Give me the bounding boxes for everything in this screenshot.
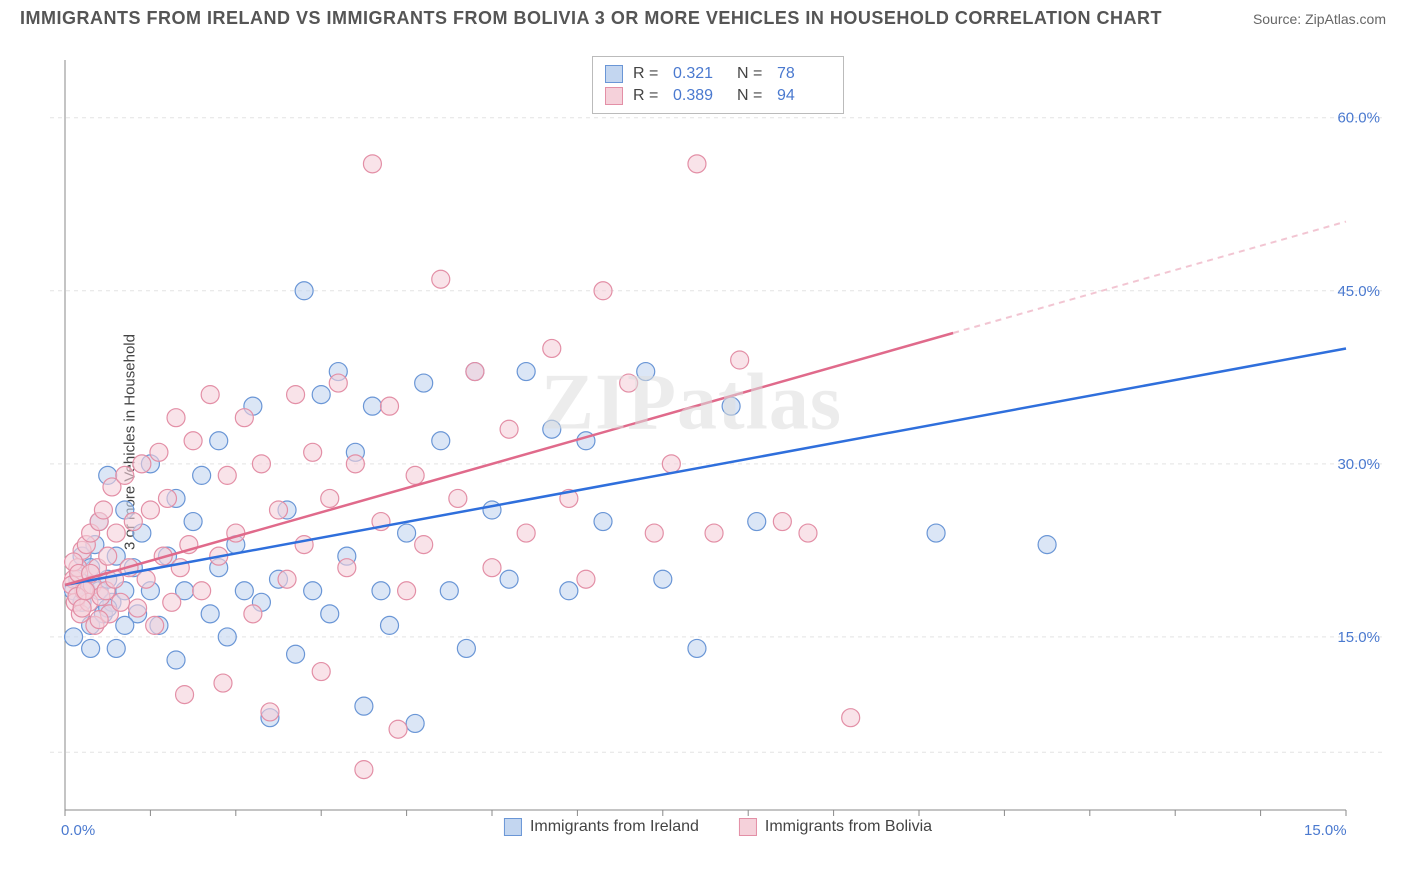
legend-item-bolivia: Immigrants from Bolivia (739, 818, 932, 836)
r-label: R = (633, 87, 663, 105)
chart-title: IMMIGRANTS FROM IRELAND VS IMMIGRANTS FR… (20, 8, 1162, 29)
r-value-bolivia: 0.389 (673, 87, 727, 105)
legend-row-ireland: R = 0.321 N = 78 (605, 63, 831, 85)
swatch-ireland (605, 65, 623, 83)
chart-header: IMMIGRANTS FROM IRELAND VS IMMIGRANTS FR… (0, 0, 1406, 31)
n-value-ireland: 78 (777, 65, 831, 83)
r-value-ireland: 0.321 (673, 65, 727, 83)
chart-container: 3 or more Vehicles in Household 15.0%30.… (50, 48, 1386, 836)
scatter-plot: 15.0% 30.0% 45.0% 60.0% (50, 48, 1386, 836)
svg-text:15.0%: 15.0% (1337, 629, 1380, 646)
x-tick-1: 15.0% (1304, 822, 1347, 839)
n-label: N = (737, 65, 767, 83)
svg-text:45.0%: 45.0% (1337, 283, 1380, 300)
legend-label-bolivia: Immigrants from Bolivia (765, 818, 932, 836)
n-label: N = (737, 87, 767, 105)
swatch-ireland (504, 818, 522, 836)
r-label: R = (633, 65, 663, 83)
svg-text:60.0%: 60.0% (1337, 110, 1380, 127)
series-legend: Immigrants from Ireland Immigrants from … (498, 816, 938, 838)
source-label: Source: ZipAtlas.com (1253, 11, 1386, 27)
svg-text:30.0%: 30.0% (1337, 456, 1380, 473)
swatch-bolivia (739, 818, 757, 836)
swatch-bolivia (605, 87, 623, 105)
n-value-bolivia: 94 (777, 87, 831, 105)
legend-row-bolivia: R = 0.389 N = 94 (605, 85, 831, 107)
legend-label-ireland: Immigrants from Ireland (530, 818, 699, 836)
correlation-legend: R = 0.321 N = 78 R = 0.389 N = 94 (592, 56, 844, 114)
legend-item-ireland: Immigrants from Ireland (504, 818, 699, 836)
x-tick-0: 0.0% (61, 822, 95, 839)
